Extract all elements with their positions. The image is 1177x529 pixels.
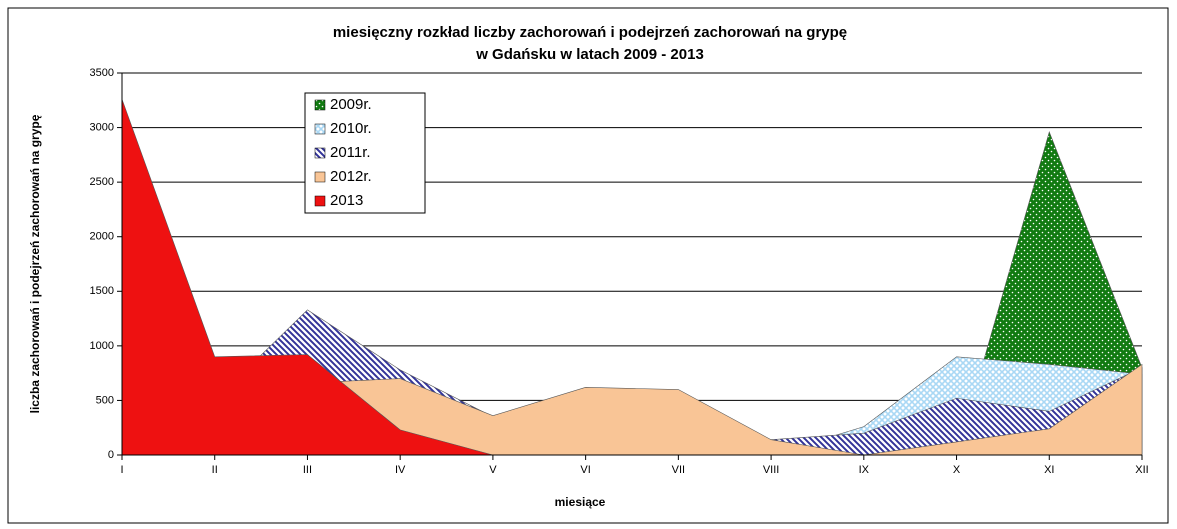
legend-swatch [314, 147, 326, 159]
x-axis-title: miesiące [555, 495, 606, 509]
x-tick-label: XII [1135, 464, 1148, 476]
y-tick-label: 3000 [90, 121, 114, 133]
y-tick-label: 2000 [90, 231, 114, 243]
x-tick-label: IX [859, 464, 870, 476]
legend-box [304, 92, 426, 214]
legend-label: 2012r. [330, 168, 372, 185]
x-tick-label: VIII [763, 464, 780, 476]
x-tick-label: II [212, 464, 218, 476]
x-tick-label: XI [1044, 464, 1054, 476]
legend-label: 2009r. [330, 96, 372, 113]
x-tick-label: X [953, 464, 961, 476]
x-tick-label: VI [580, 464, 590, 476]
x-tick-label: I [120, 464, 123, 476]
y-tick-label: 3500 [90, 67, 114, 79]
legend-label: 2013 [330, 192, 363, 209]
x-tick-label: V [489, 464, 497, 476]
y-axis-title: liczba zachorowań i podejrzeń zachorowań… [28, 114, 42, 413]
chart-title: miesięczny rozkład liczby zachorowań i p… [333, 24, 847, 41]
y-tick-label: 1500 [90, 285, 114, 297]
y-tick-label: 500 [96, 394, 114, 406]
y-tick-label: 1000 [90, 340, 114, 352]
x-tick-label: III [303, 464, 312, 476]
legend-swatch [314, 123, 326, 135]
legend-label: 2011r. [330, 144, 371, 161]
legend-label: 2010r. [330, 120, 372, 137]
legend-swatch [314, 171, 326, 183]
legend-swatch [314, 99, 326, 111]
x-tick-label: IV [395, 464, 406, 476]
chart-subtitle: w Gdańsku w latach 2009 - 2013 [475, 46, 704, 63]
y-tick-label: 2500 [90, 176, 114, 188]
y-tick-label: 0 [108, 449, 114, 461]
legend-swatch [314, 195, 326, 207]
x-tick-label: VII [672, 464, 685, 476]
